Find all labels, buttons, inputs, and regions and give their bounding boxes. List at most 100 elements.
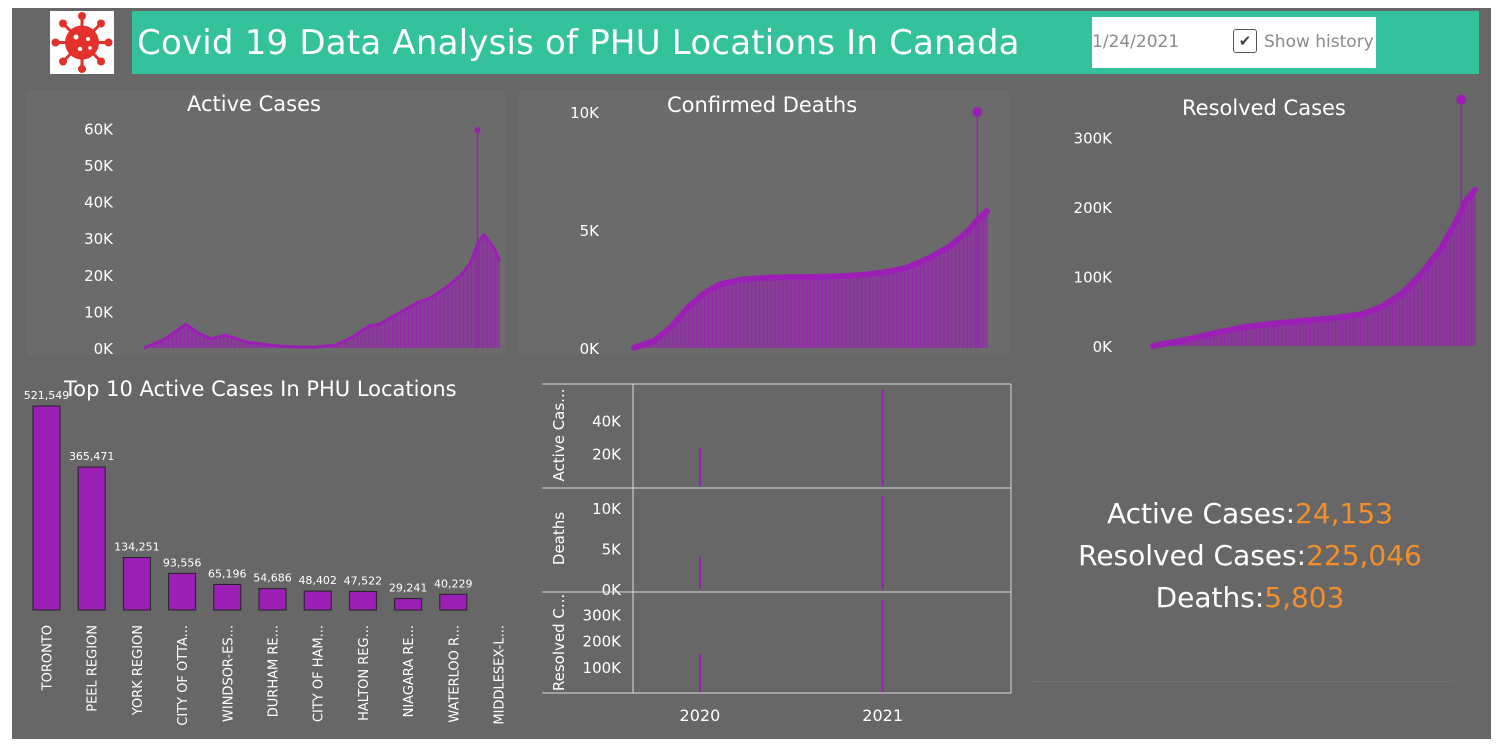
top10-bar [168,572,197,611]
top10-panel: 521,549 TORONTO 365,471 PEEL REGION 134,251 Y… [12,373,517,739]
top10-bar [77,466,106,611]
coronavirus-icon [51,12,113,73]
top10-bar-chart: 521,549 TORONTO 365,471 PEEL REGION 134,251 Y… [24,389,508,726]
header-banner: Covid 19 Data Analysis of PHU Locations … [132,11,1479,74]
history-ytick-label: 40K [592,413,622,431]
active-ytick-label: 50K [84,157,114,175]
kpi-active-value: 24,153 [1295,497,1394,530]
confirmed-deaths-title: Confirmed Deaths [667,93,858,117]
page-title: Covid 19 Data Analysis of PHU Locations … [137,23,1020,63]
deaths-series-line [631,208,990,351]
top10-category-label: CITY OF OTTA... [176,625,191,726]
history-ytick-label: 20K [592,445,622,463]
top10-value-label: 40,229 [434,577,473,590]
history-row-label: Deaths [550,512,568,565]
active-cases-panel: 0K 10K 20K 30K 40K 50K 60K Active Cases [27,90,505,355]
history-ytick-label: 0K [602,581,623,599]
top10-bar [303,590,332,611]
history-ytick-label: 10K [592,500,622,518]
resolved-ytick-label: 0K [1093,338,1114,355]
top10-title: Top 10 Active Cases In PHU Locations [64,377,457,401]
history-xtick-label: 2021 [862,706,903,725]
checkmark-icon: ✔ [1238,32,1252,50]
history-chart: 20K 40K Active Cas... 0K 5K 10K Deaths 100K 200K… [542,383,1012,725]
show-history-checkbox[interactable]: ✔ [1233,29,1257,53]
history-ytick-label: 100K [583,659,623,677]
confirmed-deaths-panel: 0K 5K 10K Confirmed Deaths [519,90,1009,355]
active-area [145,234,499,348]
active-spike-point [474,127,481,134]
top10-category-label: MIDDLESEX-L... [493,625,508,725]
top10-category-label: HALTON REG... [357,625,372,721]
active-cases-chart: 0K 10K 20K 30K 40K 50K 60K [84,120,501,355]
top10-category-label: PEEL REGION [86,625,101,712]
resolved-cases-panel: 0K 100K 200K 300K Resolved Cases [1022,90,1482,355]
top10-bar [394,598,423,611]
top10-value-label: 29,241 [389,582,428,595]
date-filter[interactable]: 1/24/2021 [1092,32,1180,52]
top10-category-label: CITY OF HAM... [312,625,327,722]
kpi-resolved-value: 225,046 [1306,539,1422,572]
active-ytick-label: 30K [84,230,114,248]
top10-category-label: WINDSOR-ES... [221,625,236,722]
kpi-divider [1032,681,1452,682]
show-history-label: Show history [1264,32,1374,52]
history-xtick-label: 2020 [680,706,721,725]
top10-value-label: 521,549 [24,389,70,402]
active-ytick-label: 60K [84,120,114,138]
top10-value-label: 47,522 [344,574,383,587]
history-ytick-label: 200K [583,633,623,651]
summary-kpis: Active Cases:24,153 Resolved Cases:225,0… [1030,493,1470,619]
kpi-deaths-label: Deaths: [1155,581,1265,614]
top10-bar [213,583,242,611]
top10-value-label: 65,196 [208,567,247,580]
confirmed-deaths-chart: 0K 5K 10K [570,104,990,355]
history-panel: 20K 40K Active Cas... 0K 5K 10K Deaths 100K 200K… [530,381,1015,739]
deaths-ytick-label: 10K [570,104,600,122]
top10-value-label: 54,686 [253,572,292,585]
top10-value-label: 93,556 [163,556,202,569]
history-ytick-label: 5K [602,541,623,559]
kpi-deaths-value: 5,803 [1264,581,1345,614]
top10-value-label: 48,402 [298,574,337,587]
resolved-area [1153,189,1475,346]
top10-bar [439,593,468,611]
resolved-cases-title: Resolved Cases [1182,96,1346,120]
top10-category-label: NIAGARA RE... [402,625,417,717]
resolved-cases-chart: 0K 100K 200K 300K [1074,94,1478,355]
resolved-spike-point [1456,94,1467,105]
resolved-ytick-label: 300K [1074,130,1114,148]
active-ytick-label: 20K [84,267,114,285]
top10-value-label: 365,471 [69,450,115,463]
kpi-active-cases: Active Cases:24,153 [1030,493,1470,535]
active-series-line [143,232,501,350]
resolved-series-line [1150,186,1478,349]
deaths-ytick-label: 5K [580,222,601,240]
top10-bar [122,556,151,611]
top10-value-label: 134,251 [114,540,160,553]
kpi-active-label: Active Cases: [1106,497,1296,530]
top10-category-label: TORONTO [41,625,56,691]
history-row-label: Resolved C... [550,594,568,691]
top10-bar [348,590,377,611]
top10-bar [258,588,287,611]
active-ytick-label: 40K [84,194,114,212]
active-ytick-label: 0K [94,340,115,355]
kpi-resolved-label: Resolved Cases: [1078,539,1307,572]
filter-box: 1/24/2021 ✔ Show history [1092,17,1376,68]
resolved-ytick-label: 200K [1074,199,1114,217]
top10-bar [32,405,61,611]
deaths-ytick-label: 0K [580,340,601,355]
active-cases-title: Active Cases [187,92,321,116]
top10-category-label: YORK REGION [131,625,146,716]
history-ytick-label: 300K [583,606,623,624]
top10-category-label: DURHAM RE... [267,625,282,717]
dashboard: Covid 19 Data Analysis of PHU Locations … [12,8,1491,739]
top10-category-label: WATERLOO R... [447,625,462,723]
logo [50,11,114,74]
kpi-resolved-cases: Resolved Cases:225,046 [1030,535,1470,577]
resolved-ytick-label: 100K [1074,269,1114,287]
active-ytick-label: 10K [84,303,114,321]
deaths-spike-point [972,107,983,117]
kpi-deaths: Deaths:5,803 [1030,577,1470,619]
